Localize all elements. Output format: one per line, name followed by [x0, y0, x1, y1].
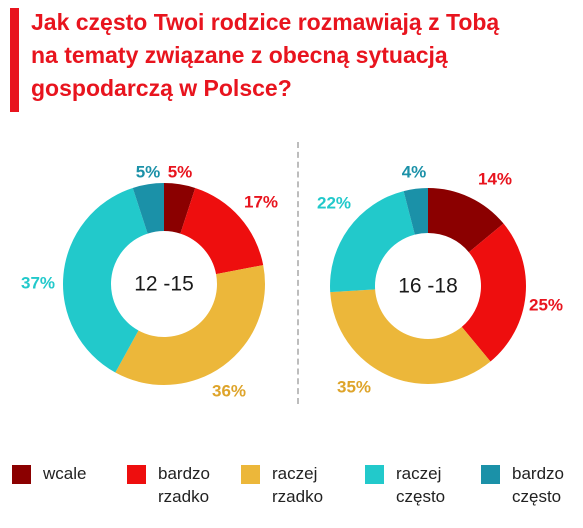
donut-slice-bardzo-rzadko [180, 187, 264, 275]
slice-value-label: 25% [529, 295, 563, 314]
donut-slice-raczej-często [63, 187, 148, 373]
legend-swatch [365, 465, 384, 484]
chart-divider [297, 142, 299, 404]
slice-value-label: 5% [168, 162, 193, 181]
legend-swatch [481, 465, 500, 484]
chart-title-line: gospodarczą w Polsce? [31, 75, 292, 101]
donut-slice-raczej-często [330, 191, 415, 293]
donut-center-label: 12 -15 [134, 273, 194, 296]
slice-value-label: 17% [244, 192, 278, 211]
slice-value-label: 22% [317, 193, 351, 212]
donut-slice-bardzo-często [403, 188, 428, 235]
slice-value-label: 4% [402, 162, 427, 181]
donut-slice-bardzo-rzadko [461, 223, 526, 362]
legend-item-wcale: wcale [12, 462, 113, 485]
legend-item-raczej-czesto: raczej często [365, 462, 466, 508]
donut-charts: 5% 17% 36% 37% 5% 12 -15 14% 25% 35% 22% 4% 16 -18 [21, 162, 563, 400]
slice-value-label: 36% [212, 381, 246, 400]
title-accent-bar [10, 8, 19, 112]
chart-title-line: na tematy związane z obecną sytuacją [31, 42, 448, 68]
legend-label: bardzo często [512, 464, 564, 506]
legend: wcale bardzo rzadko raczej rzadko raczej… [0, 462, 583, 522]
legend-label: raczej często [396, 464, 446, 506]
donut-slice-bardzo-często [132, 183, 164, 234]
slice-value-label: 35% [337, 377, 371, 396]
legend-label: raczej rzadko [272, 464, 324, 506]
donut-slice-wcale [164, 183, 196, 234]
slice-value-label: 37% [21, 273, 55, 292]
slice-value-label: 5% [136, 162, 161, 181]
legend-label: wcale [43, 464, 87, 483]
slice-value-label: 14% [478, 169, 512, 188]
legend-item-bardzo-czesto: bardzo często [481, 462, 582, 508]
legend-swatch [12, 465, 31, 484]
donut-slice-raczej-rzadko [330, 289, 491, 384]
donut-slice-wcale [428, 188, 504, 253]
legend-item-bardzo-rzadko: bardzo rzadko [127, 462, 228, 508]
legend-item-raczej-rzadko: raczej rzadko [241, 462, 342, 508]
chart-title: Jak często Twoi rodzice rozmawiają z Tob… [31, 6, 571, 105]
legend-label: bardzo rzadko [158, 464, 210, 506]
legend-swatch [127, 465, 146, 484]
donut-slice-raczej-rzadko [115, 265, 265, 385]
donut-center-label: 16 -18 [398, 275, 458, 298]
chart-title-line: Jak często Twoi rodzice rozmawiają z Tob… [31, 9, 500, 35]
legend-swatch [241, 465, 260, 484]
